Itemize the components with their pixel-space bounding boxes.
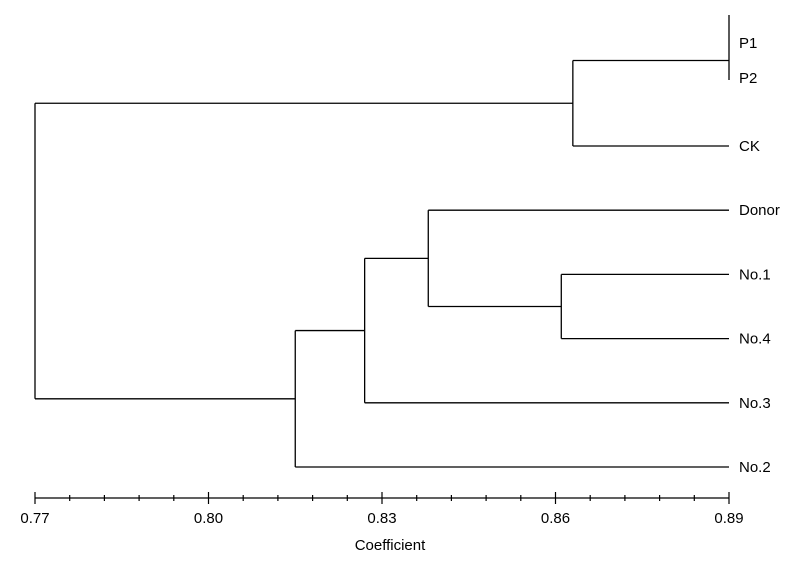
leaf-labels: P1 P2 CK Donor No.1 No.4 No.3 No.2	[739, 35, 780, 476]
leaf-label: No.1	[739, 266, 771, 283]
x-axis-ticks	[34, 492, 730, 504]
x-axis: 0.77 0.80 0.83 0.86 0.89 Coefficient	[20, 492, 744, 554]
leaf-label: No.4	[739, 331, 771, 348]
tick-label: 0.83	[367, 510, 396, 527]
leaf-label: No.3	[739, 395, 771, 412]
tick-label: 0.77	[20, 510, 49, 527]
dendrogram-branches	[34, 15, 730, 468]
leaf-label: Donor	[739, 202, 780, 219]
tick-label: 0.86	[541, 510, 570, 527]
tick-label: 0.89	[714, 510, 743, 527]
tick-label: 0.80	[194, 510, 223, 527]
leaf-label: No.2	[739, 459, 771, 476]
x-axis-tick-labels: 0.77 0.80 0.83 0.86 0.89	[20, 510, 743, 527]
leaf-label: CK	[739, 138, 760, 155]
leaf-label: P2	[739, 70, 757, 87]
leaf-label: P1	[739, 35, 757, 52]
x-axis-title: Coefficient	[355, 537, 426, 554]
